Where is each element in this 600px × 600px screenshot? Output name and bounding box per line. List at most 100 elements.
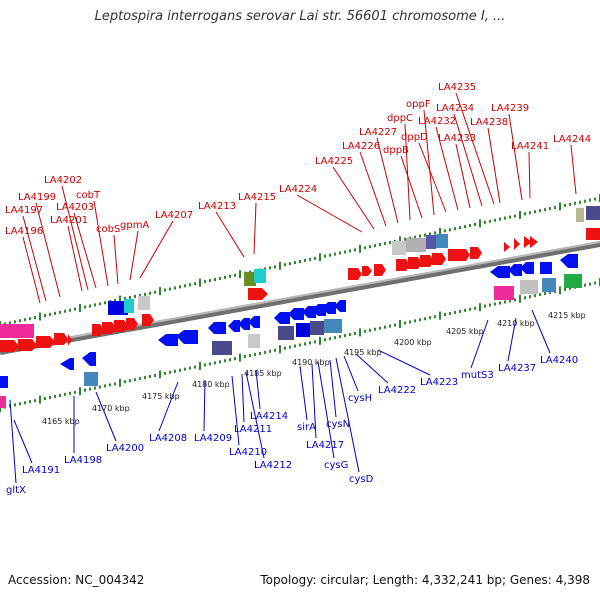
tick bbox=[19, 319, 21, 323]
gene-label-LA4215: LA4215 bbox=[238, 192, 276, 203]
gene-arrow bbox=[102, 322, 116, 334]
forward-genes bbox=[0, 228, 600, 352]
tick bbox=[479, 219, 481, 228]
gene-label-LA4200: LA4200 bbox=[106, 443, 144, 454]
tick bbox=[179, 285, 181, 289]
gene-arrow bbox=[362, 266, 372, 276]
tick bbox=[284, 346, 286, 350]
tick bbox=[49, 312, 51, 316]
gene-arrow bbox=[508, 264, 522, 276]
tick bbox=[59, 393, 61, 397]
tick bbox=[464, 308, 466, 312]
tick bbox=[484, 304, 486, 308]
tick bbox=[119, 378, 121, 387]
gene-arrow bbox=[586, 228, 600, 240]
tick bbox=[44, 397, 46, 401]
tick bbox=[344, 334, 346, 338]
tick bbox=[364, 246, 366, 250]
kbp-label: 4180 kbp bbox=[192, 380, 230, 389]
tick bbox=[99, 385, 101, 389]
gene-label-dppD: dppD bbox=[401, 132, 428, 143]
tick bbox=[219, 276, 221, 280]
tick bbox=[239, 353, 241, 362]
tick bbox=[4, 322, 6, 326]
tick bbox=[309, 341, 311, 345]
gene-label-LA4213: LA4213 bbox=[198, 201, 236, 212]
leader-line bbox=[67, 225, 83, 292]
tick bbox=[29, 400, 31, 404]
tick bbox=[194, 365, 196, 369]
tick bbox=[209, 279, 211, 283]
tick bbox=[429, 316, 431, 320]
leader-line bbox=[203, 379, 206, 432]
gene-label-LA4202: LA4202 bbox=[44, 175, 82, 186]
tick bbox=[69, 391, 71, 395]
tick bbox=[529, 211, 531, 215]
tick bbox=[529, 295, 531, 299]
tick bbox=[519, 210, 521, 219]
leader-line bbox=[139, 220, 174, 279]
tick bbox=[514, 214, 516, 218]
tick bbox=[319, 336, 321, 345]
tick bbox=[459, 226, 461, 230]
tick bbox=[479, 303, 481, 312]
gene-label-dppB: dppB bbox=[383, 145, 409, 156]
gene-label-LA4235: LA4235 bbox=[438, 82, 476, 93]
leader-line bbox=[73, 212, 97, 289]
tick bbox=[164, 288, 166, 292]
leader-line bbox=[13, 419, 33, 464]
tick bbox=[199, 362, 201, 370]
leader-line bbox=[93, 200, 109, 287]
tick bbox=[114, 299, 116, 303]
tick bbox=[69, 308, 71, 312]
tick bbox=[549, 207, 551, 211]
tick bbox=[89, 304, 91, 308]
tick bbox=[214, 361, 216, 365]
tick bbox=[509, 299, 511, 303]
gene-label-LA4244: LA4244 bbox=[553, 134, 591, 145]
tick bbox=[49, 396, 51, 399]
gene-arrow bbox=[274, 312, 290, 324]
tick bbox=[554, 206, 556, 210]
leader-line bbox=[404, 123, 411, 221]
tick bbox=[399, 236, 401, 245]
tick bbox=[489, 219, 491, 223]
gene-label-LA4232: LA4232 bbox=[418, 116, 456, 127]
kbp-label: 4190 kbp bbox=[292, 358, 330, 367]
tick bbox=[334, 336, 336, 340]
gene-label-LA4227: LA4227 bbox=[359, 127, 397, 138]
gene-arrow bbox=[374, 264, 386, 276]
gene-arrow bbox=[396, 259, 410, 271]
tick bbox=[419, 234, 421, 238]
gene-arrow bbox=[514, 238, 520, 250]
tick bbox=[54, 394, 56, 398]
tick bbox=[389, 240, 391, 244]
tick bbox=[439, 227, 441, 236]
tick bbox=[169, 370, 171, 374]
tick bbox=[559, 286, 561, 295]
tick bbox=[294, 261, 296, 265]
gene-arrow bbox=[530, 236, 538, 248]
tick bbox=[359, 328, 361, 337]
gene-arrow bbox=[470, 247, 482, 259]
tick bbox=[184, 367, 186, 371]
genome-summary: Topology: circular; Length: 4,332,241 bp… bbox=[260, 573, 590, 587]
tick bbox=[269, 349, 271, 353]
leader-line bbox=[508, 113, 523, 201]
leader-line bbox=[376, 137, 399, 224]
tick bbox=[284, 263, 286, 267]
tick bbox=[34, 316, 36, 320]
tick bbox=[339, 251, 341, 255]
gene-arrow bbox=[18, 339, 37, 351]
tick bbox=[104, 301, 106, 305]
leader-line bbox=[455, 92, 495, 205]
gene-arrow bbox=[0, 376, 8, 388]
gene-arrow bbox=[142, 314, 154, 326]
leader-line bbox=[418, 142, 447, 213]
tick bbox=[239, 270, 241, 279]
kbp-label: 4210 kbp bbox=[497, 319, 535, 328]
tick bbox=[259, 351, 261, 355]
tick bbox=[469, 307, 471, 311]
tick bbox=[99, 302, 101, 306]
